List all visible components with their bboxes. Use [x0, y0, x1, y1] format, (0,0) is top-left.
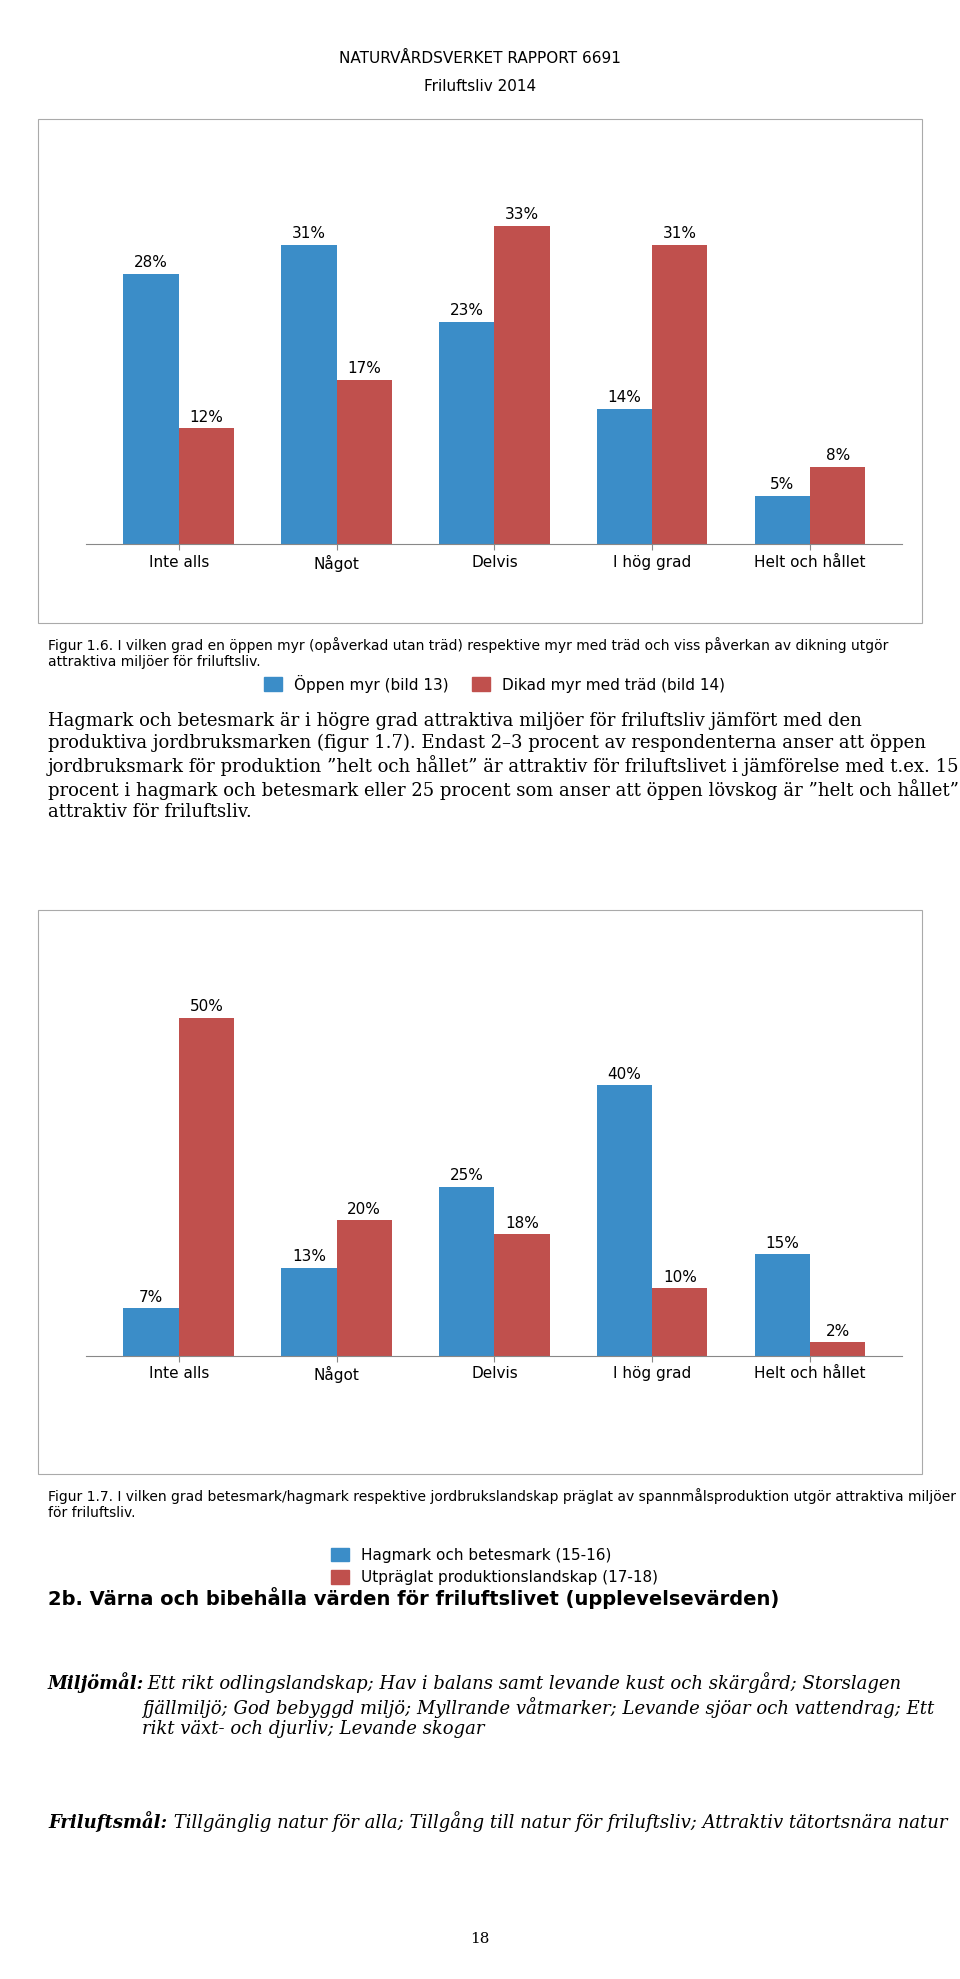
- Text: 14%: 14%: [608, 390, 641, 406]
- Bar: [179, 1017, 234, 1356]
- Text: 10%: 10%: [663, 1271, 697, 1284]
- Bar: [124, 275, 179, 544]
- Bar: [124, 1308, 179, 1356]
- Bar: [337, 380, 392, 544]
- Bar: [439, 323, 494, 544]
- Text: Friluftsliv 2014: Friluftsliv 2014: [424, 79, 536, 95]
- Text: 13%: 13%: [292, 1249, 326, 1265]
- Legend: Öppen myr (bild 13), Dikad myr med träd (bild 14): Öppen myr (bild 13), Dikad myr med träd …: [257, 669, 732, 699]
- Text: Figur 1.6. I vilken grad en öppen myr (opåverkad utan träd) respektive myr med t: Figur 1.6. I vilken grad en öppen myr (o…: [48, 637, 888, 669]
- Bar: [281, 1269, 337, 1356]
- Text: 15%: 15%: [765, 1235, 800, 1251]
- Bar: [652, 1288, 708, 1356]
- Bar: [281, 245, 337, 544]
- Text: Miljömål:: Miljömål:: [48, 1672, 144, 1694]
- Text: 8%: 8%: [826, 447, 850, 463]
- Text: Figur 1.7. I vilken grad betesmark/hagmark respektive jordbrukslandskap präglat : Figur 1.7. I vilken grad betesmark/hagma…: [48, 1488, 956, 1520]
- Text: 28%: 28%: [134, 255, 168, 271]
- Text: 2%: 2%: [826, 1324, 850, 1338]
- Bar: [755, 497, 810, 544]
- Text: 18%: 18%: [505, 1215, 539, 1231]
- Legend: Hagmark och betesmark (15-16), Utpräglat produktionslandskap (17-18): Hagmark och betesmark (15-16), Utpräglat…: [324, 1542, 664, 1591]
- Text: Ett rikt odlingslandskap; Hav i balans samt levande kust och skärgård; Storslage: Ett rikt odlingslandskap; Hav i balans s…: [142, 1672, 934, 1738]
- Text: 23%: 23%: [450, 303, 484, 319]
- Text: 2b. Värna och bibehålla värden för friluftslivet (upplevelsevärden): 2b. Värna och bibehålla värden för frilu…: [48, 1587, 780, 1609]
- Bar: [652, 245, 708, 544]
- Text: 31%: 31%: [292, 226, 326, 241]
- Text: NATURVÅRDSVERKET RAPPORT 6691: NATURVÅRDSVERKET RAPPORT 6691: [339, 51, 621, 67]
- Bar: [755, 1255, 810, 1356]
- Text: 50%: 50%: [189, 999, 224, 1013]
- Text: 12%: 12%: [189, 410, 224, 425]
- Text: 25%: 25%: [450, 1168, 484, 1183]
- Text: 17%: 17%: [348, 362, 381, 376]
- Bar: [810, 1342, 865, 1356]
- Text: 40%: 40%: [608, 1067, 641, 1083]
- Text: Friluftsmål:: Friluftsmål:: [48, 1811, 167, 1833]
- Text: 33%: 33%: [505, 208, 540, 222]
- Text: Tillgänglig natur för alla; Tillgång till natur för friluftsliv; Attraktiv tätor: Tillgänglig natur för alla; Tillgång til…: [168, 1811, 948, 1833]
- Text: 31%: 31%: [662, 226, 697, 241]
- Bar: [337, 1221, 392, 1356]
- Text: 5%: 5%: [770, 477, 795, 493]
- Bar: [597, 410, 652, 544]
- Bar: [494, 226, 550, 544]
- Bar: [810, 467, 865, 544]
- Bar: [179, 429, 234, 544]
- Text: Hagmark och betesmark är i högre grad attraktiva miljöer för friluftsliv jämfört: Hagmark och betesmark är i högre grad at…: [48, 712, 959, 821]
- Bar: [494, 1235, 550, 1356]
- Bar: [597, 1084, 652, 1356]
- Text: 7%: 7%: [139, 1290, 163, 1304]
- Text: 20%: 20%: [348, 1201, 381, 1217]
- Bar: [439, 1187, 494, 1356]
- Text: 18: 18: [470, 1932, 490, 1947]
